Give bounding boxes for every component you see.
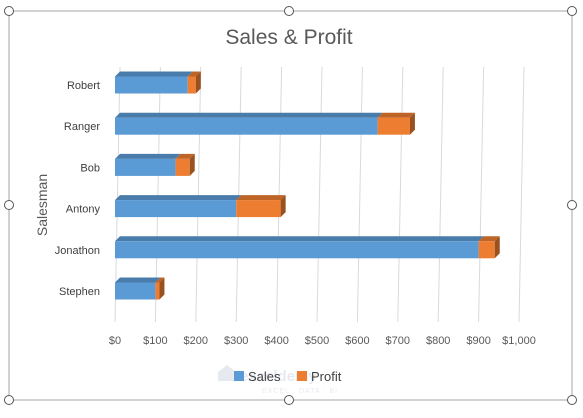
- legend-label: Sales: [248, 369, 281, 384]
- gridline: [316, 66, 323, 323]
- gridline: [518, 66, 525, 323]
- bar-profit-antony[interactable]: [236, 195, 286, 218]
- gridline: [397, 66, 404, 323]
- bar-sales-antony[interactable]: [115, 195, 242, 218]
- x-tick-label: $0: [109, 335, 121, 347]
- x-tick-label: $600: [345, 335, 369, 347]
- bars: [115, 71, 500, 300]
- handle-top-left[interactable]: [4, 6, 14, 16]
- x-tick-label: $200: [184, 335, 208, 347]
- chart-border: [8, 10, 573, 401]
- x-tick-label: $800: [426, 335, 450, 347]
- chart-title: Sales & Profit: [225, 26, 352, 49]
- legend-swatch: [234, 371, 244, 381]
- bar-sales-stephen[interactable]: [115, 277, 161, 300]
- x-tick-label: $300: [224, 335, 248, 347]
- category-label-stephen: Stephen: [59, 286, 100, 298]
- gridline: [114, 66, 121, 323]
- handle-bottom-left[interactable]: [4, 395, 14, 405]
- x-tick-labels: $0 $100 $200 $300 $400 $500 $600 $700 $800 $900 $1…: [109, 335, 536, 347]
- gridline: [276, 66, 283, 323]
- selection-handles[interactable]: [4, 6, 577, 405]
- category-label-ranger: Ranger: [64, 121, 100, 133]
- bar-profit-bob[interactable]: [175, 153, 195, 176]
- bar-sales-jonathon[interactable]: [115, 236, 484, 259]
- handle-bottom-center[interactable]: [284, 395, 294, 405]
- category-label-jonathon: Jonathon: [55, 245, 100, 257]
- gridline: [235, 66, 242, 323]
- category-label-robert: Robert: [67, 80, 100, 92]
- y-axis-title: Salesman: [34, 174, 50, 236]
- watermark-tagline: EXCEL · DATA · BI: [262, 388, 338, 395]
- category-label-bob: Bob: [80, 162, 100, 174]
- bar-sales-bob[interactable]: [115, 153, 181, 176]
- x-tick-label: $400: [264, 335, 288, 347]
- x-tick-label: $100: [143, 335, 167, 347]
- bar-profit-ranger[interactable]: [377, 112, 415, 135]
- gridline: [195, 66, 202, 323]
- gridline: [356, 66, 363, 323]
- watermark-icon: [218, 365, 236, 381]
- x-tick-label: $900: [466, 335, 490, 347]
- bar-sales-ranger[interactable]: [115, 112, 383, 135]
- bar-sales-robert[interactable]: [115, 71, 193, 94]
- bar-profit-robert[interactable]: [187, 71, 201, 94]
- category-labels: Stephen Jonathon Antony Bob Ranger Robert: [55, 80, 101, 298]
- gridline: [437, 66, 444, 323]
- bar-profit-jonathon[interactable]: [478, 236, 500, 259]
- gridline: [478, 66, 485, 323]
- handle-middle-left[interactable]: [4, 200, 14, 210]
- handle-top-right[interactable]: [567, 6, 577, 16]
- category-label-antony: Antony: [66, 204, 101, 216]
- handle-middle-right[interactable]: [567, 200, 577, 210]
- legend-swatch: [297, 371, 307, 381]
- bar-profit-stephen[interactable]: [155, 277, 165, 300]
- legend[interactable]: Sales Profit: [234, 369, 342, 384]
- x-tick-label: $500: [305, 335, 329, 347]
- handle-top-center[interactable]: [284, 6, 294, 16]
- handle-bottom-right[interactable]: [567, 395, 577, 405]
- x-tick-label: $1,000: [502, 335, 536, 347]
- legend-item-profit[interactable]: Profit: [297, 369, 342, 384]
- legend-label: Profit: [311, 369, 342, 384]
- legend-item-sales[interactable]: Sales: [234, 369, 281, 384]
- x-tick-label: $700: [386, 335, 410, 347]
